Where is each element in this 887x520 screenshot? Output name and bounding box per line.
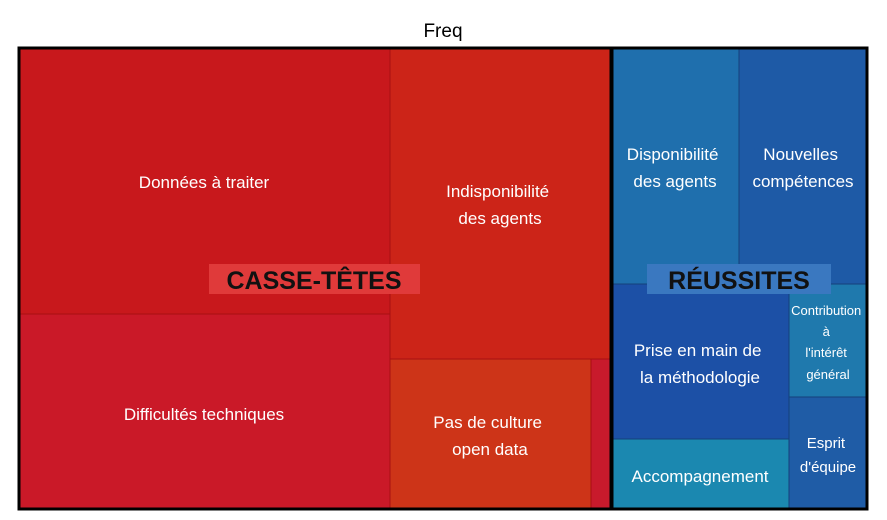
tile-difficultes-techniques bbox=[18, 313, 391, 510]
tile-label-nouvelles-competences: Nouvelles compétences bbox=[752, 145, 853, 191]
tile-accompagnement bbox=[611, 438, 790, 510]
tile-label-prise-en-main: Prise en main de la méthodologie bbox=[634, 341, 766, 387]
group-label-bg-casse-tetes bbox=[209, 264, 420, 294]
group-label-reussites: RÉUSSITES bbox=[668, 266, 810, 295]
tile-label-pas-de-culture-open-data: Pas de culture open data bbox=[433, 413, 546, 459]
tile-pas-de-culture-open-data bbox=[389, 358, 592, 510]
group-casse-tetes: Données à traiter Difficultés techniques… bbox=[18, 47, 612, 510]
tile-contribution-interet-general bbox=[788, 283, 868, 398]
group-reussites: Disponibilité des agents Nouvelles compé… bbox=[611, 47, 868, 510]
tile-label-esprit-d-equipe: Esprit d'équipe bbox=[800, 435, 856, 476]
tile-prise-en-main bbox=[611, 283, 790, 440]
chart-title: Freq bbox=[423, 21, 462, 42]
tile-disponibilite-des-agents bbox=[611, 47, 740, 285]
tile-indisponibilite-des-agents bbox=[389, 47, 612, 360]
tile-label-difficultes-techniques: Difficultés techniques bbox=[124, 405, 284, 424]
tile-label-disponibilite-des-agents: Disponibilité des agents bbox=[627, 145, 723, 191]
tile-label-indisponibilite-des-agents: Indisponibilité des agents bbox=[446, 182, 554, 228]
group-border-reussites bbox=[610, 46, 869, 511]
tile-label-contribution-interet-general: Contribution à l'intérêt général bbox=[791, 303, 865, 382]
tile-unlabeled-small bbox=[590, 358, 612, 510]
tile-label-donnees-a-traiter: Données à traiter bbox=[139, 173, 270, 192]
tile-esprit-d-equipe bbox=[788, 396, 868, 510]
group-label-bg-reussites bbox=[647, 264, 831, 294]
tile-nouvelles-competences bbox=[738, 47, 868, 285]
group-label-casse-tetes: CASSE-TÊTES bbox=[226, 265, 401, 295]
tile-label-accompagnement: Accompagnement bbox=[631, 467, 768, 486]
